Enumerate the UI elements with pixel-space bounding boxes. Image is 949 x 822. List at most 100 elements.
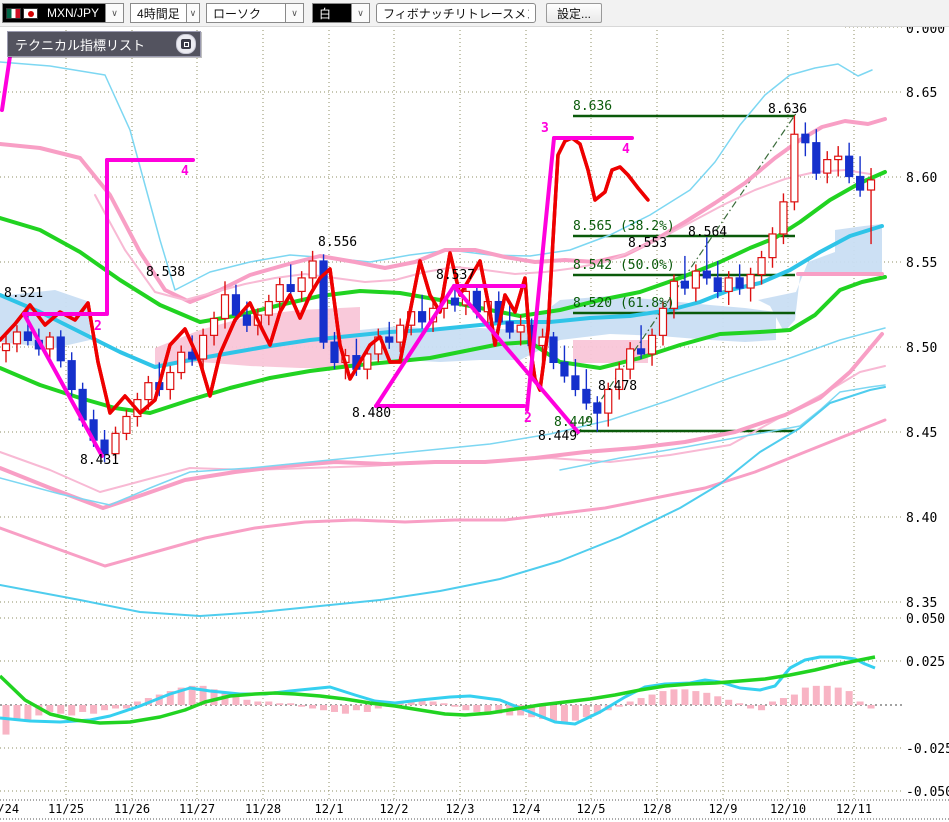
down-candle [845, 155, 854, 178]
currency-pair-value: MXN/JPY [41, 4, 106, 22]
macd-histogram-bar [287, 703, 295, 705]
mexico-flag-icon [6, 7, 21, 19]
macd-histogram-bar [462, 705, 470, 711]
macd-histogram-bar [276, 703, 284, 705]
chevron-down-icon[interactable]: ∨ [351, 4, 370, 22]
macd-histogram-bar [473, 705, 481, 712]
settings-button[interactable]: 設定... [546, 3, 603, 23]
macd-histogram-bar [626, 701, 634, 705]
macd-histogram-bar [440, 703, 448, 705]
timeframe-value: 4時間足 [137, 6, 180, 21]
date-axis-tick: 12/5 [577, 802, 606, 816]
up-candle [308, 260, 317, 279]
date-axis-tick: 11/26 [114, 802, 150, 816]
macd-histogram-bar [779, 698, 787, 705]
fib-level-label: 8.542 (50.0%) [573, 258, 675, 273]
macd-histogram-bar [725, 699, 733, 705]
wave-zigzag: 2 4 2 3 4 [0, 34, 634, 458]
down-candle [67, 360, 76, 391]
up-candle [626, 348, 635, 370]
up-candle [111, 432, 120, 455]
down-candle [855, 175, 865, 191]
down-candle [505, 321, 514, 333]
macd-histogram-bar [823, 685, 831, 705]
macd-histogram-bar [758, 705, 766, 711]
restore-window-icon [181, 39, 191, 49]
down-candle [560, 361, 569, 377]
macd-line [0, 655, 876, 726]
up-candle [297, 277, 306, 293]
macd-histogram-bar [166, 691, 174, 705]
down-candle [582, 388, 591, 404]
price-axis-tick: 8.35 [906, 596, 937, 611]
down-candle [418, 311, 427, 323]
up-candle [209, 317, 219, 336]
down-candle [812, 142, 821, 174]
macd-histogram-bar [341, 705, 349, 714]
date-axis-tick: 12/11 [836, 802, 872, 816]
up-candle [604, 388, 613, 414]
macd-histogram-bar [177, 687, 185, 705]
macd-histogram-bar [188, 685, 196, 705]
chevron-down-icon[interactable]: ∨ [105, 4, 124, 22]
macd-histogram-bar [374, 705, 382, 709]
green-ma-fast [0, 275, 887, 415]
macd-signal-line [0, 655, 876, 725]
up-candle [12, 331, 22, 345]
timeframe-select[interactable]: 4時間足 ∨ [130, 3, 201, 23]
wave-segment [374, 284, 456, 408]
fib-level-label: 8.449 [554, 415, 593, 430]
down-candle [385, 336, 394, 343]
chevron-down-icon[interactable]: ∨ [185, 4, 200, 22]
pivot-price-label: 8.521 [4, 286, 43, 301]
macd-histogram-bar [57, 705, 65, 714]
candlesticks [1, 115, 876, 463]
macd-histogram-bar [46, 705, 54, 712]
down-candle [571, 375, 580, 391]
date-axis-tick: 11/28 [245, 802, 281, 816]
macd-histogram-bar [320, 705, 328, 711]
boll-lower-outer [0, 332, 884, 510]
fib-level-label: 8.636 [573, 99, 612, 114]
macd-histogram-bar [418, 699, 426, 705]
drawing-tool-input[interactable] [376, 3, 537, 23]
currency-pair-select[interactable]: MXN/JPY ∨ [2, 3, 125, 23]
down-candle [242, 314, 251, 326]
down-candle [330, 341, 339, 363]
price-axis-tick: 8.60 [906, 171, 937, 186]
background-color-select[interactable]: 白 ∨ [312, 3, 371, 23]
up-candle [144, 382, 153, 401]
up-candle [220, 294, 230, 320]
up-candle [746, 273, 755, 289]
macd-histogram-bar [363, 705, 371, 712]
up-candle [1, 343, 11, 352]
macd-histogram-bar [484, 705, 492, 714]
technical-indicator-list-panel[interactable]: テクニカル指標リスト [7, 31, 201, 57]
up-candle [363, 353, 372, 370]
pivot-price-label: 8.431 [80, 453, 119, 468]
restore-window-button[interactable] [176, 34, 196, 54]
date-axis-tick: 12/10 [770, 802, 806, 816]
macd-histogram-bar [747, 705, 755, 709]
macd-histogram-bar [670, 689, 678, 705]
up-candle [866, 179, 876, 191]
wave-segment [452, 284, 580, 434]
chevron-down-icon[interactable]: ∨ [285, 4, 304, 22]
pivot-price-label: 8.478 [598, 379, 637, 394]
macd-axis-tick: 0.025 [906, 655, 945, 670]
up-candle [779, 201, 788, 235]
down-candle [713, 277, 722, 293]
date-axis-tick: 11/25 [48, 802, 84, 816]
date-axis-tick: 11/27 [179, 802, 215, 816]
date-axis-tick: 12/8 [643, 802, 672, 816]
date-axis-tick: 12/4 [512, 802, 541, 816]
chart-type-select[interactable]: ローソク ∨ [206, 3, 305, 23]
up-candle [615, 368, 624, 391]
up-candle [757, 257, 766, 276]
macd-histogram-bar [309, 705, 317, 709]
price-axis-tick: 8.40 [906, 511, 937, 526]
up-candle [275, 284, 284, 303]
chart-toolbar: MXN/JPY ∨ 4時間足 ∨ ローソク ∨ 白 ∨ 設定... [0, 0, 949, 27]
